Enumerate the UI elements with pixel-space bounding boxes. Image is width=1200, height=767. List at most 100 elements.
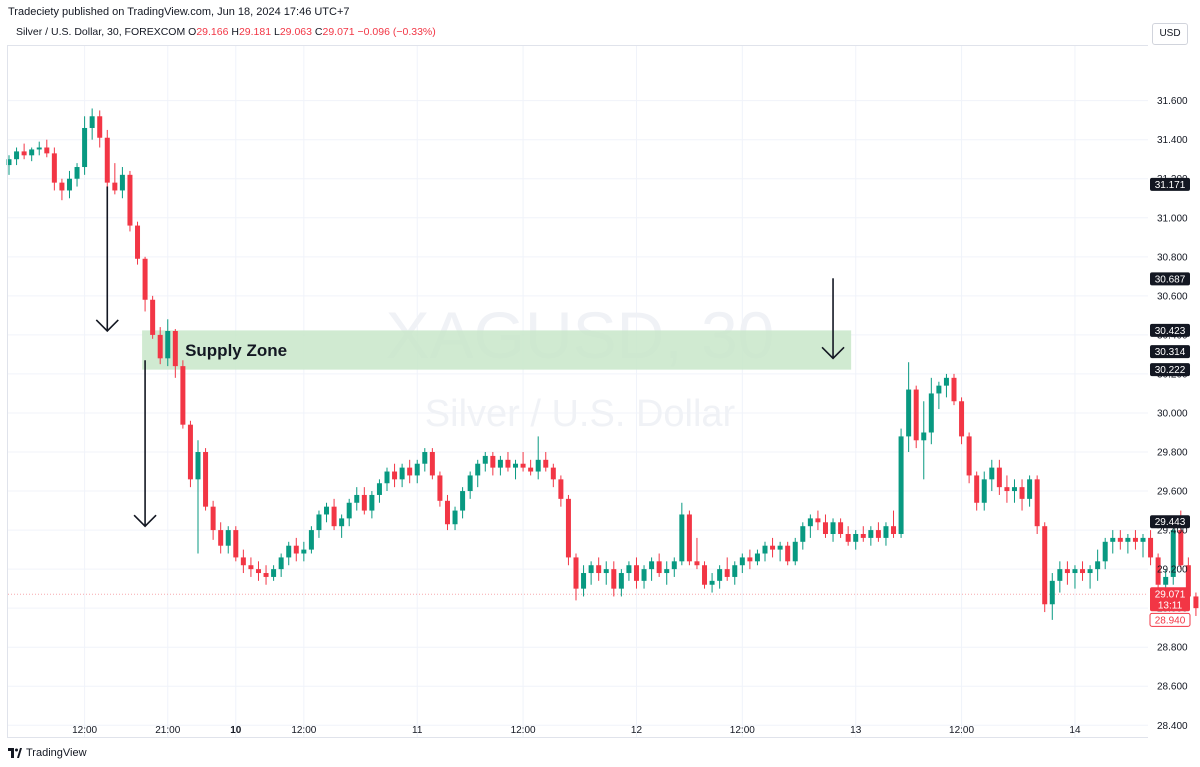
price-label-box <box>1150 345 1190 359</box>
candle-body <box>1170 530 1176 577</box>
x-tick-label: 13 <box>850 725 862 736</box>
candle-body <box>1117 537 1123 542</box>
candle-body <box>694 561 700 566</box>
candle-body <box>717 569 723 581</box>
candle-body <box>29 149 35 156</box>
footer: TradingView <box>8 747 87 759</box>
annotation-arrowhead <box>95 319 119 333</box>
candle-body <box>293 545 299 554</box>
candle-body <box>981 479 987 503</box>
candle-body <box>422 452 428 464</box>
supply-zone-label: Supply Zone <box>185 341 287 360</box>
candle-body <box>626 565 632 574</box>
symbol-description[interactable]: Silver / U.S. Dollar, 30, FOREXCOM <box>16 26 186 38</box>
candle-body <box>573 557 579 589</box>
candle-body <box>649 561 655 570</box>
y-tick-label: 30.600 <box>1157 291 1188 302</box>
candle-body <box>278 557 284 570</box>
price-label-text: 30.314 <box>1155 347 1186 358</box>
x-tick-label: 10 <box>230 725 242 736</box>
candle-body <box>112 182 118 191</box>
candle-body <box>119 174 125 191</box>
y-tick-label: 29.600 <box>1157 487 1188 498</box>
candle-body <box>452 510 458 525</box>
candle-body <box>1011 487 1017 492</box>
price-label-text: 29.443 <box>1155 517 1186 528</box>
open-label: O <box>188 26 197 38</box>
candle-body <box>656 561 662 574</box>
candle-body <box>444 500 450 525</box>
candle-body <box>679 514 685 562</box>
candle-body <box>898 436 904 534</box>
candle-body <box>1072 569 1078 574</box>
candle-body <box>1163 576 1169 585</box>
candle-body <box>1057 569 1063 581</box>
candle-body <box>686 514 692 562</box>
candle-body <box>399 467 405 480</box>
candle-body <box>860 533 866 538</box>
high-label: H <box>231 26 239 38</box>
candle-body <box>1064 569 1070 574</box>
candle-body <box>603 569 609 574</box>
price-label-text: 28.940 <box>1155 615 1186 626</box>
low-label: L <box>274 26 280 38</box>
candle-body <box>59 182 65 191</box>
candle-body <box>1148 537 1154 558</box>
candle-body <box>497 459 503 468</box>
candle-body <box>1155 557 1161 585</box>
candle-body <box>172 330 178 367</box>
x-tick-label: 14 <box>1069 725 1081 736</box>
candle-body <box>460 491 466 511</box>
annotation-arrowhead <box>821 346 845 360</box>
candle-body <box>641 569 647 581</box>
candle-body <box>1193 596 1199 609</box>
candle-body <box>1042 526 1048 605</box>
low-value: 29.063 <box>279 26 312 38</box>
candle-body <box>218 530 224 546</box>
candle-body <box>596 565 602 574</box>
candle-body <box>633 565 639 581</box>
y-tick-label: 28.800 <box>1157 643 1188 654</box>
price-label-text: 30.222 <box>1155 365 1186 376</box>
candle-body <box>724 569 730 577</box>
candle-body <box>996 467 1002 488</box>
candle-body <box>875 530 881 538</box>
candle-body <box>6 159 12 166</box>
currency-button[interactable]: USD <box>1152 23 1188 45</box>
y-tick-label: 29.800 <box>1157 448 1188 459</box>
y-tick-label: 29.200 <box>1157 565 1188 576</box>
candle-body <box>671 561 677 570</box>
candle-body <box>180 366 186 425</box>
candle-body <box>74 167 80 179</box>
price-label-text: 29.071 <box>1155 589 1186 600</box>
price-label-text: 30.687 <box>1155 274 1186 285</box>
x-tick-label: 12 <box>631 725 643 736</box>
candle-body <box>762 545 768 554</box>
candle-body <box>467 475 473 492</box>
tradingview-logo-icon <box>8 748 22 758</box>
candle-body <box>414 463 420 476</box>
candle-body <box>51 153 57 183</box>
candle-body <box>770 545 776 550</box>
candle-body <box>44 147 50 154</box>
candle-body <box>407 467 413 476</box>
footer-brand[interactable]: TradingView <box>26 747 87 759</box>
candle-body <box>581 573 587 589</box>
candle-body <box>384 471 390 484</box>
candle-body <box>1049 580 1055 605</box>
candle-body <box>966 436 972 476</box>
candle-body <box>66 178 72 191</box>
candle-body <box>339 518 345 527</box>
candle-body <box>376 483 382 495</box>
candle-body <box>868 530 874 538</box>
candle-body <box>1019 487 1025 499</box>
candle-body <box>543 459 549 468</box>
candle-body <box>845 533 851 542</box>
candle-body <box>943 377 949 386</box>
candle-body <box>203 452 209 507</box>
price-label-box <box>1150 587 1190 612</box>
candle-body <box>732 565 738 577</box>
candle-body <box>565 498 571 558</box>
candle-body <box>558 479 564 499</box>
